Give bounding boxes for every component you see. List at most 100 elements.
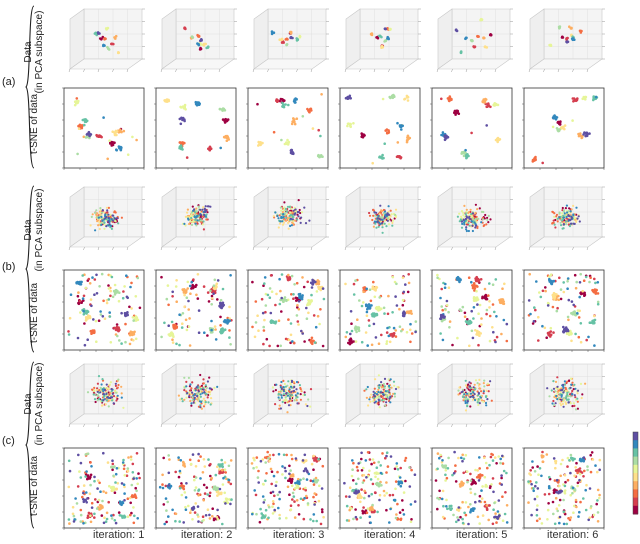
tsne-point [212,485,216,489]
tsne-point [456,516,459,519]
tsne-point [217,463,220,466]
tsne-point [129,501,132,505]
pca-point [378,384,381,387]
tsne-point [166,284,170,287]
tsne-point [596,281,600,284]
pca-point [384,391,387,394]
tsne-scatter-points [67,451,141,525]
tsne-point [378,493,382,497]
tsne-point [86,452,90,456]
tsne-point [132,495,136,498]
pca-point [471,398,474,401]
tsne-point [365,310,369,314]
tsne-point [89,512,93,515]
pca-point [561,219,564,222]
pca-point [204,403,207,406]
pca-point [566,211,569,214]
tsne-point [479,332,483,335]
tsne-point [263,498,267,502]
pca-point [377,374,380,377]
tsne-point [596,302,600,306]
tsne-point [457,506,461,509]
tsne-scatter-points [343,451,417,525]
tsne-point [501,287,504,291]
tsne-point [532,159,536,162]
pca-point [280,396,283,399]
pca-point [551,221,554,225]
tsne-point [444,479,447,482]
pca-point [459,51,463,55]
pca-point [556,390,560,393]
pca-point [100,215,103,218]
pca-point [202,42,206,46]
tsne-point [349,332,352,336]
pca-point [290,213,293,216]
tsne-point [454,464,457,467]
pca-scatter-points [272,199,311,230]
tsne-point [388,493,392,497]
pca-point [282,379,285,382]
tsne-point [115,130,119,133]
tsne-point [373,491,377,494]
tsne-point [97,135,101,138]
tsne-point [298,296,301,300]
tsne-point [164,497,168,500]
pca-point [376,402,379,405]
tsne-point [122,483,126,487]
pca-point [487,390,490,393]
panel-grid [25,5,605,530]
pca-point [280,394,283,397]
tsne-point [473,287,477,290]
tsne-point [130,307,133,310]
tsne-point [130,281,133,285]
tsne-point [174,324,178,328]
pca-point [549,44,553,47]
tsne-point [84,136,88,139]
tsne-point [351,459,354,462]
pca-point [197,390,200,393]
pca-point [376,220,379,223]
tsne-point [409,520,413,524]
tsne-point [291,498,294,501]
tsne-point [541,161,544,165]
tsne-point [112,513,115,517]
tsne-point [120,503,123,507]
tsne-point [136,482,139,486]
tsne-point [403,97,407,101]
pca-point [94,211,97,214]
pca-point [386,219,389,222]
tsne-point [186,280,190,284]
tsne-point [349,122,352,126]
pca-point [274,403,277,406]
tsne-point [478,522,482,525]
tsne-point [262,483,265,486]
pca-point [101,388,104,391]
tsne-point [218,492,221,496]
tsne-point [370,492,374,496]
tsne-point [76,485,80,488]
tsne-point [446,467,450,470]
tsne-point [273,508,277,512]
tsne-point [492,508,495,512]
pca-point [277,392,280,396]
tsne-point [316,314,320,318]
tsne-point [197,452,200,456]
tsne-point [439,332,442,335]
pca-point [205,390,208,393]
tsne-point [94,498,97,501]
tsne-point [291,491,295,495]
tsne-point [360,304,364,308]
pca-point [194,398,198,401]
tsne-point [253,335,257,339]
tsne-point [194,476,198,479]
tsne-scatter-points [440,95,502,160]
tsne-point [289,469,292,472]
tsne-point [313,492,317,495]
pca-point [190,404,193,407]
pca-point [382,394,385,397]
pca-point [556,220,559,223]
tsne-point [219,324,222,327]
tsne-point [192,278,195,281]
tsne-point [291,340,294,343]
tsne-point [89,298,93,301]
